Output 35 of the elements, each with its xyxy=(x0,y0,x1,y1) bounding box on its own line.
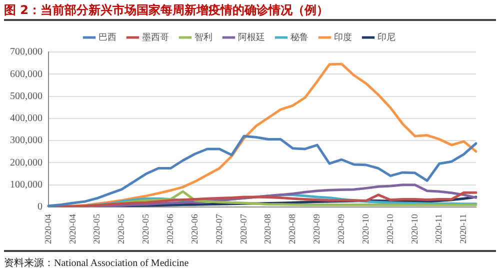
x-tick-label: 2020-10 xyxy=(409,214,420,244)
x-tick-label: 2020-05 xyxy=(92,214,102,244)
x-tick-label: 2020-11 xyxy=(434,214,444,244)
legend-label: 阿根廷 xyxy=(238,32,265,43)
legend-label: 巴西 xyxy=(98,32,116,43)
x-tick-label: 2020-06 xyxy=(165,214,175,244)
x-tick-label: 2020-04 xyxy=(42,214,53,244)
x-tick-label: 2020-11 xyxy=(458,214,468,244)
y-tick-label: 400,000 xyxy=(10,113,42,124)
y-tick-label: 700,000 xyxy=(10,46,42,58)
y-tick-label: 600,000 xyxy=(10,68,42,80)
x-tick-label: 2020-04 xyxy=(67,214,78,244)
legend-label: 秘鲁 xyxy=(290,32,308,43)
x-tick-label: 2020-09 xyxy=(336,214,346,244)
y-tick-label: 200,000 xyxy=(10,157,42,168)
x-tick-label: 2020-05 xyxy=(140,214,151,244)
y-tick-label: 100,000 xyxy=(10,179,42,190)
text: 资料来源：National Association of Medicine xyxy=(4,256,189,270)
legend-label: 智利 xyxy=(194,32,212,43)
y-tick-label: 500,000 xyxy=(10,90,42,102)
legend-label: 墨西哥 xyxy=(142,32,169,43)
x-tick-label: 2020-10 xyxy=(384,214,395,244)
y-tick-label: 0 xyxy=(38,202,42,213)
legend-label: 印尼 xyxy=(377,32,396,43)
chart-title: 图 2：当前部分新兴市场国家每周新增疫情的确诊情况（例） xyxy=(4,2,329,19)
x-tick-label: 2020-08 xyxy=(287,214,298,244)
x-tick-label: 2020-06 xyxy=(189,214,200,244)
x-tick-label: 2020-09 xyxy=(312,214,322,244)
y-tick-label: 300,000 xyxy=(10,135,42,146)
legend-label: 印度 xyxy=(334,32,352,43)
x-tick-label: 2020-07 xyxy=(214,214,224,244)
x-tick-label: 2020-05 xyxy=(116,214,126,244)
x-tick-label: 2020-07 xyxy=(238,214,248,244)
x-tick-label: 2020-10 xyxy=(360,214,370,244)
x-tick-label: 2020-08 xyxy=(262,214,273,244)
